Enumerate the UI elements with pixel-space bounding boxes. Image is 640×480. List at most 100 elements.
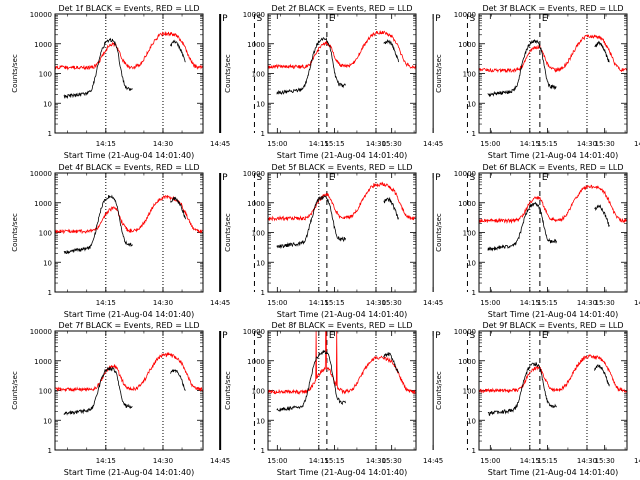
x-tick-label: 15:00 [480,140,500,148]
panel-8: Det 8f BLACK = Events, RED = LLD Counts/s… [224,321,615,477]
x-tick-label: 14:15 [520,140,540,148]
y-tick-label: 1000 [34,41,52,49]
x-tick-label: 14:15 [96,457,116,465]
y-tick-label: 10000 [30,11,52,19]
y-tick-label: 1 [48,289,52,297]
y-tick-label: 10000 [30,328,52,336]
y-tick-label: 100 [39,71,52,79]
x-tick-label: 14:15 [96,140,116,148]
x-tick-label: 15:15 [324,299,344,307]
panel-3: Det 3f BLACK = Events, RED = LLD Counts/s… [435,4,640,160]
series-events [487,39,557,98]
y-tick-label: 1 [472,447,476,455]
x-tick-label: 14:30 [366,140,386,148]
x-tick-label: 15:00 [267,299,287,307]
y-tick-label: 10000 [243,170,265,178]
x-tick-label: 15:15 [537,140,557,148]
y-axis-label: Counts/sec [224,54,232,93]
series-lld [55,31,203,71]
x-tick-label: 14:45 [423,140,443,148]
marker-label-e: E [542,173,548,183]
series-events [276,194,346,250]
panel-7: Det 7f BLACK = Events, RED = LLD Counts/s… [11,321,402,477]
x-tick-label: 14:30 [577,457,597,465]
y-tick-label: 1000 [458,200,476,208]
marker-label-p: P [435,14,441,24]
marker-label-e: E [329,173,335,183]
y-tick-label: 10 [43,259,52,267]
plot-frame [54,330,204,451]
y-tick-label: 1 [48,447,52,455]
y-tick-label: 1000 [247,358,265,366]
y-axis-label: Counts/sec [435,213,443,252]
series-lld [267,181,416,222]
marker-label-s: S [469,173,475,183]
x-tick-label: 15:15 [537,457,557,465]
marker-label-s: S [469,331,475,341]
y-axis-label: Counts/sec [435,371,443,410]
x-tick-label: 14:30 [577,299,597,307]
marker-label-s: S [256,331,262,341]
x-axis-label: Start Time (21-Aug-04 14:01:40) [64,468,195,477]
plot-frame [54,13,204,134]
marker-label-p: P [222,173,228,183]
series-events [276,37,346,96]
y-axis-label: Counts/sec [11,371,19,410]
y-tick-label: 100 [252,388,265,396]
y-tick-label: 1 [261,447,265,455]
y-tick-label: 10 [43,100,52,108]
x-axis-label: Start Time (21-Aug-04 14:01:40) [64,151,195,160]
y-axis-label: Counts/sec [11,54,19,93]
y-tick-label: 1000 [34,358,52,366]
y-tick-label: 1000 [458,358,476,366]
x-tick-label: 14:15 [309,140,329,148]
y-axis-label: Counts/sec [224,371,232,410]
y-tick-label: 10 [43,417,52,425]
y-tick-label: 10000 [30,170,52,178]
x-tick-label: 14:15 [520,299,540,307]
x-tick-label: 14:45 [634,299,640,307]
y-tick-label: 100 [463,71,476,79]
series-events [276,349,346,412]
x-tick-label: 15:30 [595,140,615,148]
plot-frame [478,330,628,451]
x-axis-label: Start Time (21-Aug-04 14:01:40) [488,151,619,160]
series-lld [54,351,203,393]
y-tick-label: 1 [261,289,265,297]
series-events-late [383,196,399,220]
plot-frame [267,172,417,293]
marker-label-p: P [435,331,441,341]
x-tick-label: 15:15 [324,457,344,465]
x-tick-label: 15:30 [382,457,402,465]
panel-title: Det 3f BLACK = Events, RED = LLD [482,4,623,13]
panel-5: Det 5f BLACK = Events, RED = LLD Counts/s… [224,163,615,319]
series-events-late [383,38,399,63]
y-axis-label: Counts/sec [11,213,19,252]
x-tick-label: 14:45 [423,457,443,465]
panel-title: Det 2f BLACK = Events, RED = LLD [271,4,412,13]
x-axis-label: Start Time (21-Aug-04 14:01:40) [488,468,619,477]
y-tick-label: 1000 [247,200,265,208]
marker-label-p: P [222,14,228,24]
y-tick-label: 100 [463,230,476,238]
x-tick-label: 15:15 [537,299,557,307]
x-tick-label: 15:00 [267,140,287,148]
panel-9: Det 9f BLACK = Events, RED = LLD Counts/s… [435,321,640,477]
y-tick-label: 1000 [34,200,52,208]
x-tick-label: 15:30 [595,299,615,307]
x-tick-label: 14:45 [210,457,230,465]
plot-frame [267,13,417,134]
panel-title: Det 4f BLACK = Events, RED = LLD [58,163,199,172]
panel-title: Det 7f BLACK = Events, RED = LLD [58,321,199,330]
x-tick-label: 14:45 [423,299,443,307]
x-axis-label: Start Time (21-Aug-04 14:01:40) [277,151,408,160]
y-tick-label: 10000 [454,170,476,178]
x-tick-label: 14:45 [210,299,230,307]
marker-label-e: E [542,14,548,24]
y-tick-label: 100 [463,388,476,396]
x-axis-label: Start Time (21-Aug-04 14:01:40) [64,310,195,319]
y-tick-label: 10000 [454,328,476,336]
y-tick-label: 100 [39,230,52,238]
y-tick-label: 10 [467,417,476,425]
